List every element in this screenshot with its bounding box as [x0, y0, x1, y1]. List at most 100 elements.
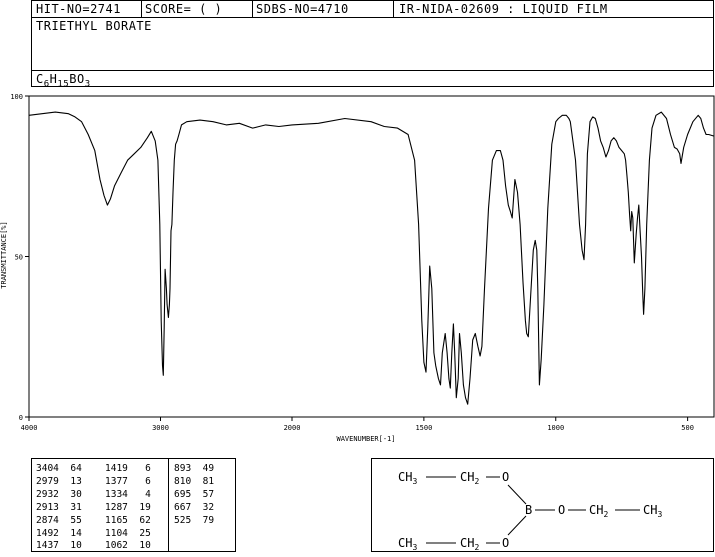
- score: SCORE= ( ): [145, 2, 223, 16]
- peak-transmittance: 32: [202, 501, 215, 513]
- axis-ticks: 4000 3000 2000 1500 1000 500 0 50 100: [10, 93, 694, 432]
- y-axis-label: TRANSMITTANCE[%]: [0, 221, 8, 288]
- peak-entry: 1437 10: [36, 539, 82, 552]
- peak-wavenumber: 2913: [36, 501, 59, 513]
- transmittance-line: [28, 111, 715, 405]
- peak-transmittance: 19: [139, 501, 151, 513]
- x-tick-label: 3000: [152, 424, 169, 432]
- peak-wavenumber: 2874: [36, 514, 59, 526]
- molecular-formula: C6H15BO3: [36, 72, 91, 90]
- peak-entry: 1165 62: [105, 514, 151, 527]
- peak-wavenumber: 525: [174, 514, 192, 526]
- peak-table: 3404 64 2979 13 2932 30 2913 31 2874 55 1492 …: [31, 458, 236, 552]
- peak-entry: 1287 19: [105, 501, 151, 514]
- header-divider: [393, 1, 394, 17]
- peak-entry: 1492 14: [36, 527, 82, 540]
- peak-transmittance: 57: [202, 488, 215, 500]
- compound-name: TRIETHYL BORATE: [36, 19, 152, 33]
- peak-entry: 893 49: [174, 462, 214, 475]
- formula-divider: [32, 70, 713, 71]
- header-row: HIT-NO=2741 SCORE= ( ) SDBS-NO=4710 IR-N…: [32, 1, 713, 18]
- peak-entry: 3404 64: [36, 462, 82, 475]
- peak-transmittance: 62: [139, 514, 151, 526]
- peak-entry: 1334 4: [105, 488, 151, 501]
- y-tick-label: 0: [19, 414, 23, 422]
- peak-wavenumber: 1062: [105, 540, 128, 552]
- plot-frame: [28, 95, 715, 418]
- sdbs-number: SDBS-NO=4710: [256, 2, 349, 16]
- peak-transmittance: 10: [139, 540, 151, 552]
- peak-entry: 1104 25: [105, 527, 151, 540]
- ch2-group: CH2: [589, 503, 608, 519]
- ir-spectrum-chart: 4000 3000 2000 1500 1000 500 0 50 100 WAVENUMBER…: [0, 93, 715, 443]
- spectrum-line: [28, 111, 715, 405]
- y-tick-label: 50: [15, 254, 23, 262]
- x-tick-label: 1000: [547, 424, 564, 432]
- ch3-group: CH3: [398, 536, 417, 552]
- peak-wavenumber: 1334: [105, 488, 128, 500]
- structure-diagram: CH3 CH2 O B O CH2 CH3 O CH2 CH3: [398, 470, 662, 552]
- ch2-group: CH2: [460, 470, 479, 486]
- peak-entry: 1419 6: [105, 462, 151, 475]
- boron-atom: B: [525, 503, 532, 517]
- peak-transmittance: 81: [202, 475, 215, 487]
- ch3-group: CH3: [643, 503, 662, 519]
- peak-wavenumber: 1437: [36, 540, 59, 552]
- peak-wavenumber: 1287: [105, 501, 128, 513]
- y-tick-label: 100: [10, 93, 23, 101]
- peak-wavenumber: 2932: [36, 488, 59, 500]
- peak-wavenumber: 1377: [105, 475, 128, 487]
- peak-wavenumber: 1492: [36, 527, 59, 539]
- peak-wavenumber: 2979: [36, 475, 59, 487]
- peak-transmittance: 6: [139, 463, 151, 474]
- peak-entry: 695 57: [174, 488, 214, 501]
- peak-entry: 810 81: [174, 475, 214, 488]
- x-tick-label: 2000: [284, 424, 301, 432]
- x-axis-label: WAVENUMBER[-1]: [336, 435, 395, 443]
- peak-entry: 667 32: [174, 501, 214, 514]
- peak-transmittance: 14: [70, 527, 82, 539]
- peak-entry: 2979 13: [36, 475, 82, 488]
- peak-table-divider: [168, 459, 169, 551]
- header-divider: [141, 1, 142, 17]
- peak-transmittance: 13: [70, 475, 82, 487]
- peak-transmittance: 31: [70, 501, 82, 513]
- peak-transmittance: 4: [139, 488, 151, 500]
- peak-entry: 1377 6: [105, 475, 151, 488]
- peak-wavenumber: 667: [174, 501, 192, 513]
- header-divider: [252, 1, 253, 17]
- peak-wavenumber: 810: [174, 475, 192, 487]
- peak-transmittance: 10: [70, 540, 82, 552]
- oxygen-atom: O: [558, 503, 565, 517]
- peak-transmittance: 55: [70, 514, 82, 526]
- peak-wavenumber: 893: [174, 463, 192, 474]
- hit-number: HIT-NO=2741: [36, 2, 121, 16]
- oxygen-atom: O: [502, 536, 509, 550]
- spectrum-method: IR-NIDA-02609 : LIQUID FILM: [399, 2, 608, 16]
- peak-transmittance: 64: [70, 463, 82, 474]
- ch2-group: CH2: [460, 536, 479, 552]
- peak-entry: 525 79: [174, 514, 214, 527]
- bond: [507, 484, 527, 505]
- peak-transmittance: 25: [139, 527, 151, 539]
- peak-wavenumber: 1165: [105, 514, 128, 526]
- peak-transmittance: 30: [70, 488, 82, 500]
- oxygen-atom: O: [502, 470, 509, 484]
- peak-entry: 2874 55: [36, 514, 82, 527]
- peak-transmittance: 49: [202, 463, 215, 474]
- peak-entry: 1062 10: [105, 539, 151, 552]
- peak-entry: 2932 30: [36, 488, 82, 501]
- peak-entry: 2913 31: [36, 501, 82, 514]
- ch3-group: CH3: [398, 470, 417, 486]
- plot-border: [28, 95, 715, 418]
- bond: [507, 515, 527, 536]
- x-tick-label: 1500: [415, 424, 432, 432]
- peak-transmittance: 6: [139, 475, 151, 487]
- structure-panel: CH3 CH2 O B O CH2 CH3 O CH2 CH3: [371, 458, 714, 552]
- peak-transmittance: 79: [202, 514, 215, 526]
- peak-wavenumber: 3404: [36, 463, 59, 474]
- x-tick-label: 4000: [21, 424, 38, 432]
- peak-wavenumber: 695: [174, 488, 192, 500]
- header-panel: HIT-NO=2741 SCORE= ( ) SDBS-NO=4710 IR-N…: [31, 0, 714, 90]
- x-tick-label: 500: [681, 424, 694, 432]
